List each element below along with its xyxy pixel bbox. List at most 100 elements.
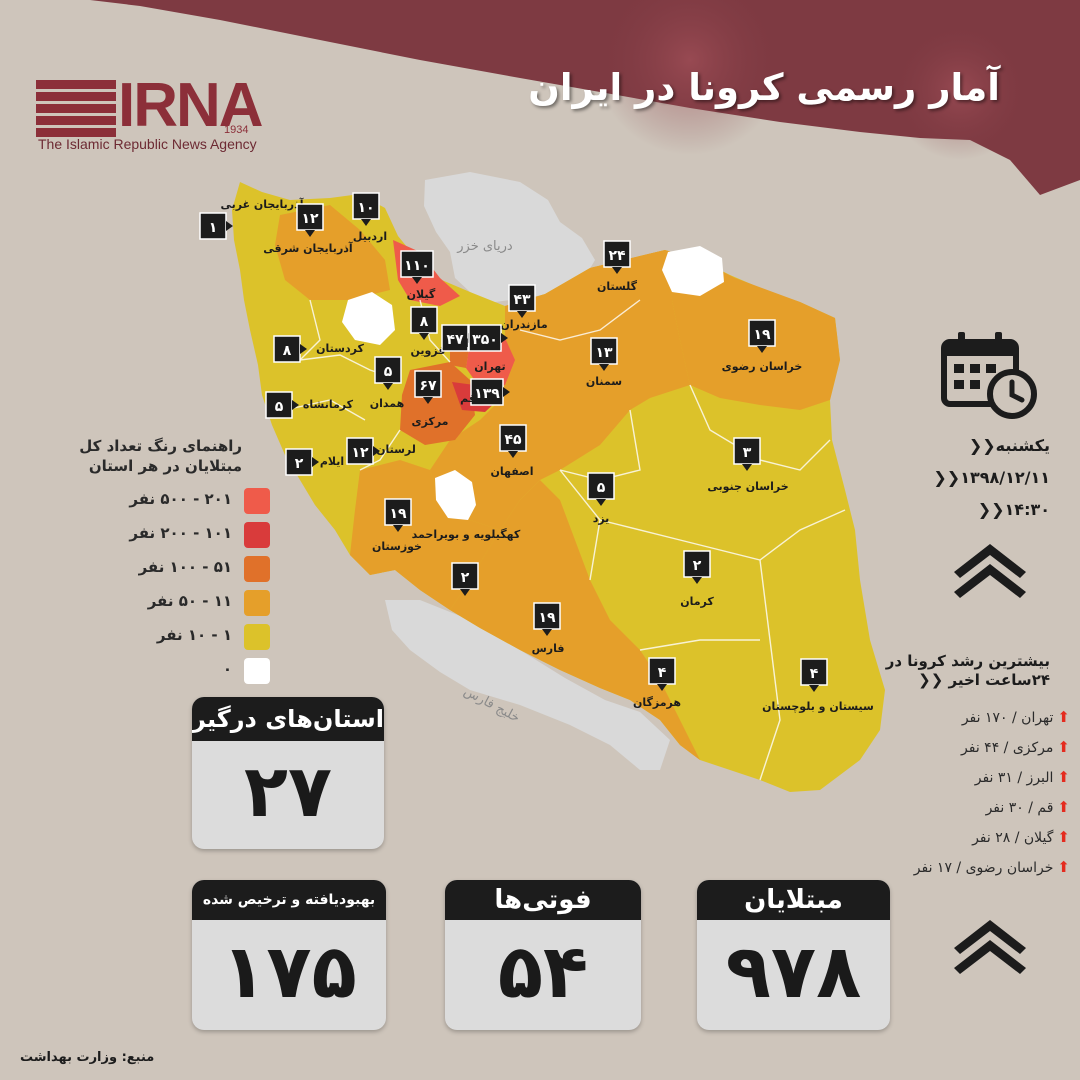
province-marker: ۵ کرمانشاه [265, 391, 354, 419]
legend-label: ۱ - ۱۰ نفر [156, 626, 232, 644]
golestan-region [590, 250, 672, 300]
province-name: کردستان [316, 342, 364, 355]
province-count: ۱۹ [538, 610, 556, 626]
province-count: ۴۷ [446, 332, 464, 348]
province-count: ۱۳۹ [474, 386, 500, 402]
province-count: ۱۰ [357, 200, 374, 216]
card-value: ۲۷ [244, 749, 332, 833]
arrow-up-icon: ⬆ [1057, 798, 1070, 816]
province-count: ۵ [384, 364, 393, 380]
province-name: یزد [593, 512, 610, 525]
source-note: منبع: وزارت بهداشت [20, 1050, 155, 1065]
province-name: مرکزی [412, 415, 449, 428]
province-count: ۲۴ [608, 248, 626, 264]
province-count-box [533, 602, 561, 630]
growth-text: قم / ۳۰ نفر [985, 800, 1054, 816]
province-count: ۴ [658, 665, 667, 681]
chevron-up-icon [954, 544, 1026, 598]
marker-pointer [412, 277, 422, 284]
marker-pointer [501, 333, 508, 343]
province-name: هرمزگان [633, 696, 681, 709]
legend-swatch [244, 590, 270, 616]
growth-text: خراسان رضوی / ۱۷ نفر [913, 860, 1054, 876]
logo-stripes [36, 80, 116, 137]
province-marker: ۱۲ لرستان [346, 437, 416, 465]
growth-text: البرز / ۳۱ نفر [974, 770, 1054, 786]
province-count-box [800, 658, 828, 686]
card-value: ۱۷۵ [221, 929, 357, 1015]
province-name: تهران [474, 360, 505, 373]
growth-item: ⬆مرکزی / ۴۴ نفر [961, 738, 1070, 762]
province-count-box [352, 192, 380, 220]
province-count-box [410, 306, 438, 334]
marker-pointer [596, 499, 606, 506]
irna-logo: IRNA 1934 The Islamic Republic News Agen… [36, 71, 276, 154]
info-date: ۱۳۹۸/۱۲/۱۱❮❮ [933, 468, 1050, 487]
marker-pointer [599, 364, 609, 371]
growth-item: ⬆خراسان رضوی / ۱۷ نفر [914, 858, 1070, 882]
card-label: فوتی‌ها [445, 880, 641, 920]
marker-pointer [423, 397, 433, 404]
province-count-box [470, 378, 504, 406]
province-count: ۱۹ [389, 506, 407, 522]
province-count: ۳ [743, 445, 752, 461]
persian-gulf [385, 600, 670, 770]
card-value: ۹۷۸ [725, 929, 862, 1015]
legend-swatch [244, 556, 270, 582]
province-count: ۱ [209, 220, 218, 236]
marker-pointer [383, 383, 393, 390]
province-count: ۳۵۰ [472, 332, 498, 348]
legend-item: ۵۱ - ۱۰۰ نفر [70, 556, 270, 582]
province-name: کهگیلویه و بویراحمد [412, 528, 521, 541]
south-orange-region [450, 480, 700, 760]
marker-pointer [312, 457, 319, 467]
province-count: ۵ [275, 399, 284, 415]
growth-item: ⬆تهران / ۱۷۰ نفر [962, 708, 1070, 732]
province-count-box [273, 335, 301, 363]
marker-pointer [373, 446, 380, 456]
marker-pointer [542, 629, 552, 636]
legend-item: ۱ - ۱۰ نفر [70, 624, 270, 650]
card-recovered: بهبودیافته و ترخیص شده ۱۷۵ [192, 880, 386, 1030]
marker-pointer [292, 400, 299, 410]
province-marker: ۸ کردستان [273, 335, 364, 363]
arrow-up-icon: ⬆ [1057, 768, 1070, 786]
marker-pointer [503, 387, 510, 397]
province-name: قم [460, 392, 476, 405]
province-count-box [384, 498, 412, 526]
card-label: مبتلایان [697, 880, 890, 920]
province-name: گلستان [597, 280, 638, 293]
province-count: ۴ [810, 666, 819, 682]
card-label: استان‌های درگیر [192, 697, 384, 741]
province-name: مازندران [500, 318, 547, 331]
province-name: گیلان [407, 288, 436, 301]
province-count: ۲ [693, 558, 702, 574]
card-value: ۵۴ [497, 929, 589, 1015]
caspian-label: دریای خزر [456, 239, 513, 254]
province-count-box [199, 212, 227, 240]
chevron-up-icon [954, 920, 1026, 974]
marker-pointer [300, 344, 307, 354]
province-name: همدان [370, 397, 405, 410]
province-count-box [590, 337, 618, 365]
chaharmahal-zero [435, 470, 476, 520]
province-name: قزوین [411, 344, 446, 357]
marker-pointer [757, 346, 767, 353]
province-count-box [603, 240, 631, 268]
legend-item: ۱۱ - ۵۰ نفر [70, 590, 270, 616]
province-count: ۶۷ [419, 378, 437, 394]
legend-label: ۲۰۱ - ۵۰۰ نفر [129, 490, 232, 508]
growth-item: ⬆البرز / ۳۱ نفر [975, 768, 1070, 792]
arrow-up-icon: ⬆ [1057, 858, 1070, 876]
province-marker: ۱۳ سمنان [586, 337, 622, 388]
logo-year: 1934 [224, 124, 249, 136]
legend-label: ۱۰۱ - ۲۰۰ نفر [129, 524, 232, 542]
lake-urmia [342, 292, 395, 345]
province-marker: ۱۹ فارس [532, 602, 564, 655]
central-orange-region [430, 250, 690, 530]
marker-pointer [517, 311, 527, 318]
marker-pointer [305, 230, 315, 237]
province-marker: ۳۵۰ تهران [468, 324, 508, 373]
